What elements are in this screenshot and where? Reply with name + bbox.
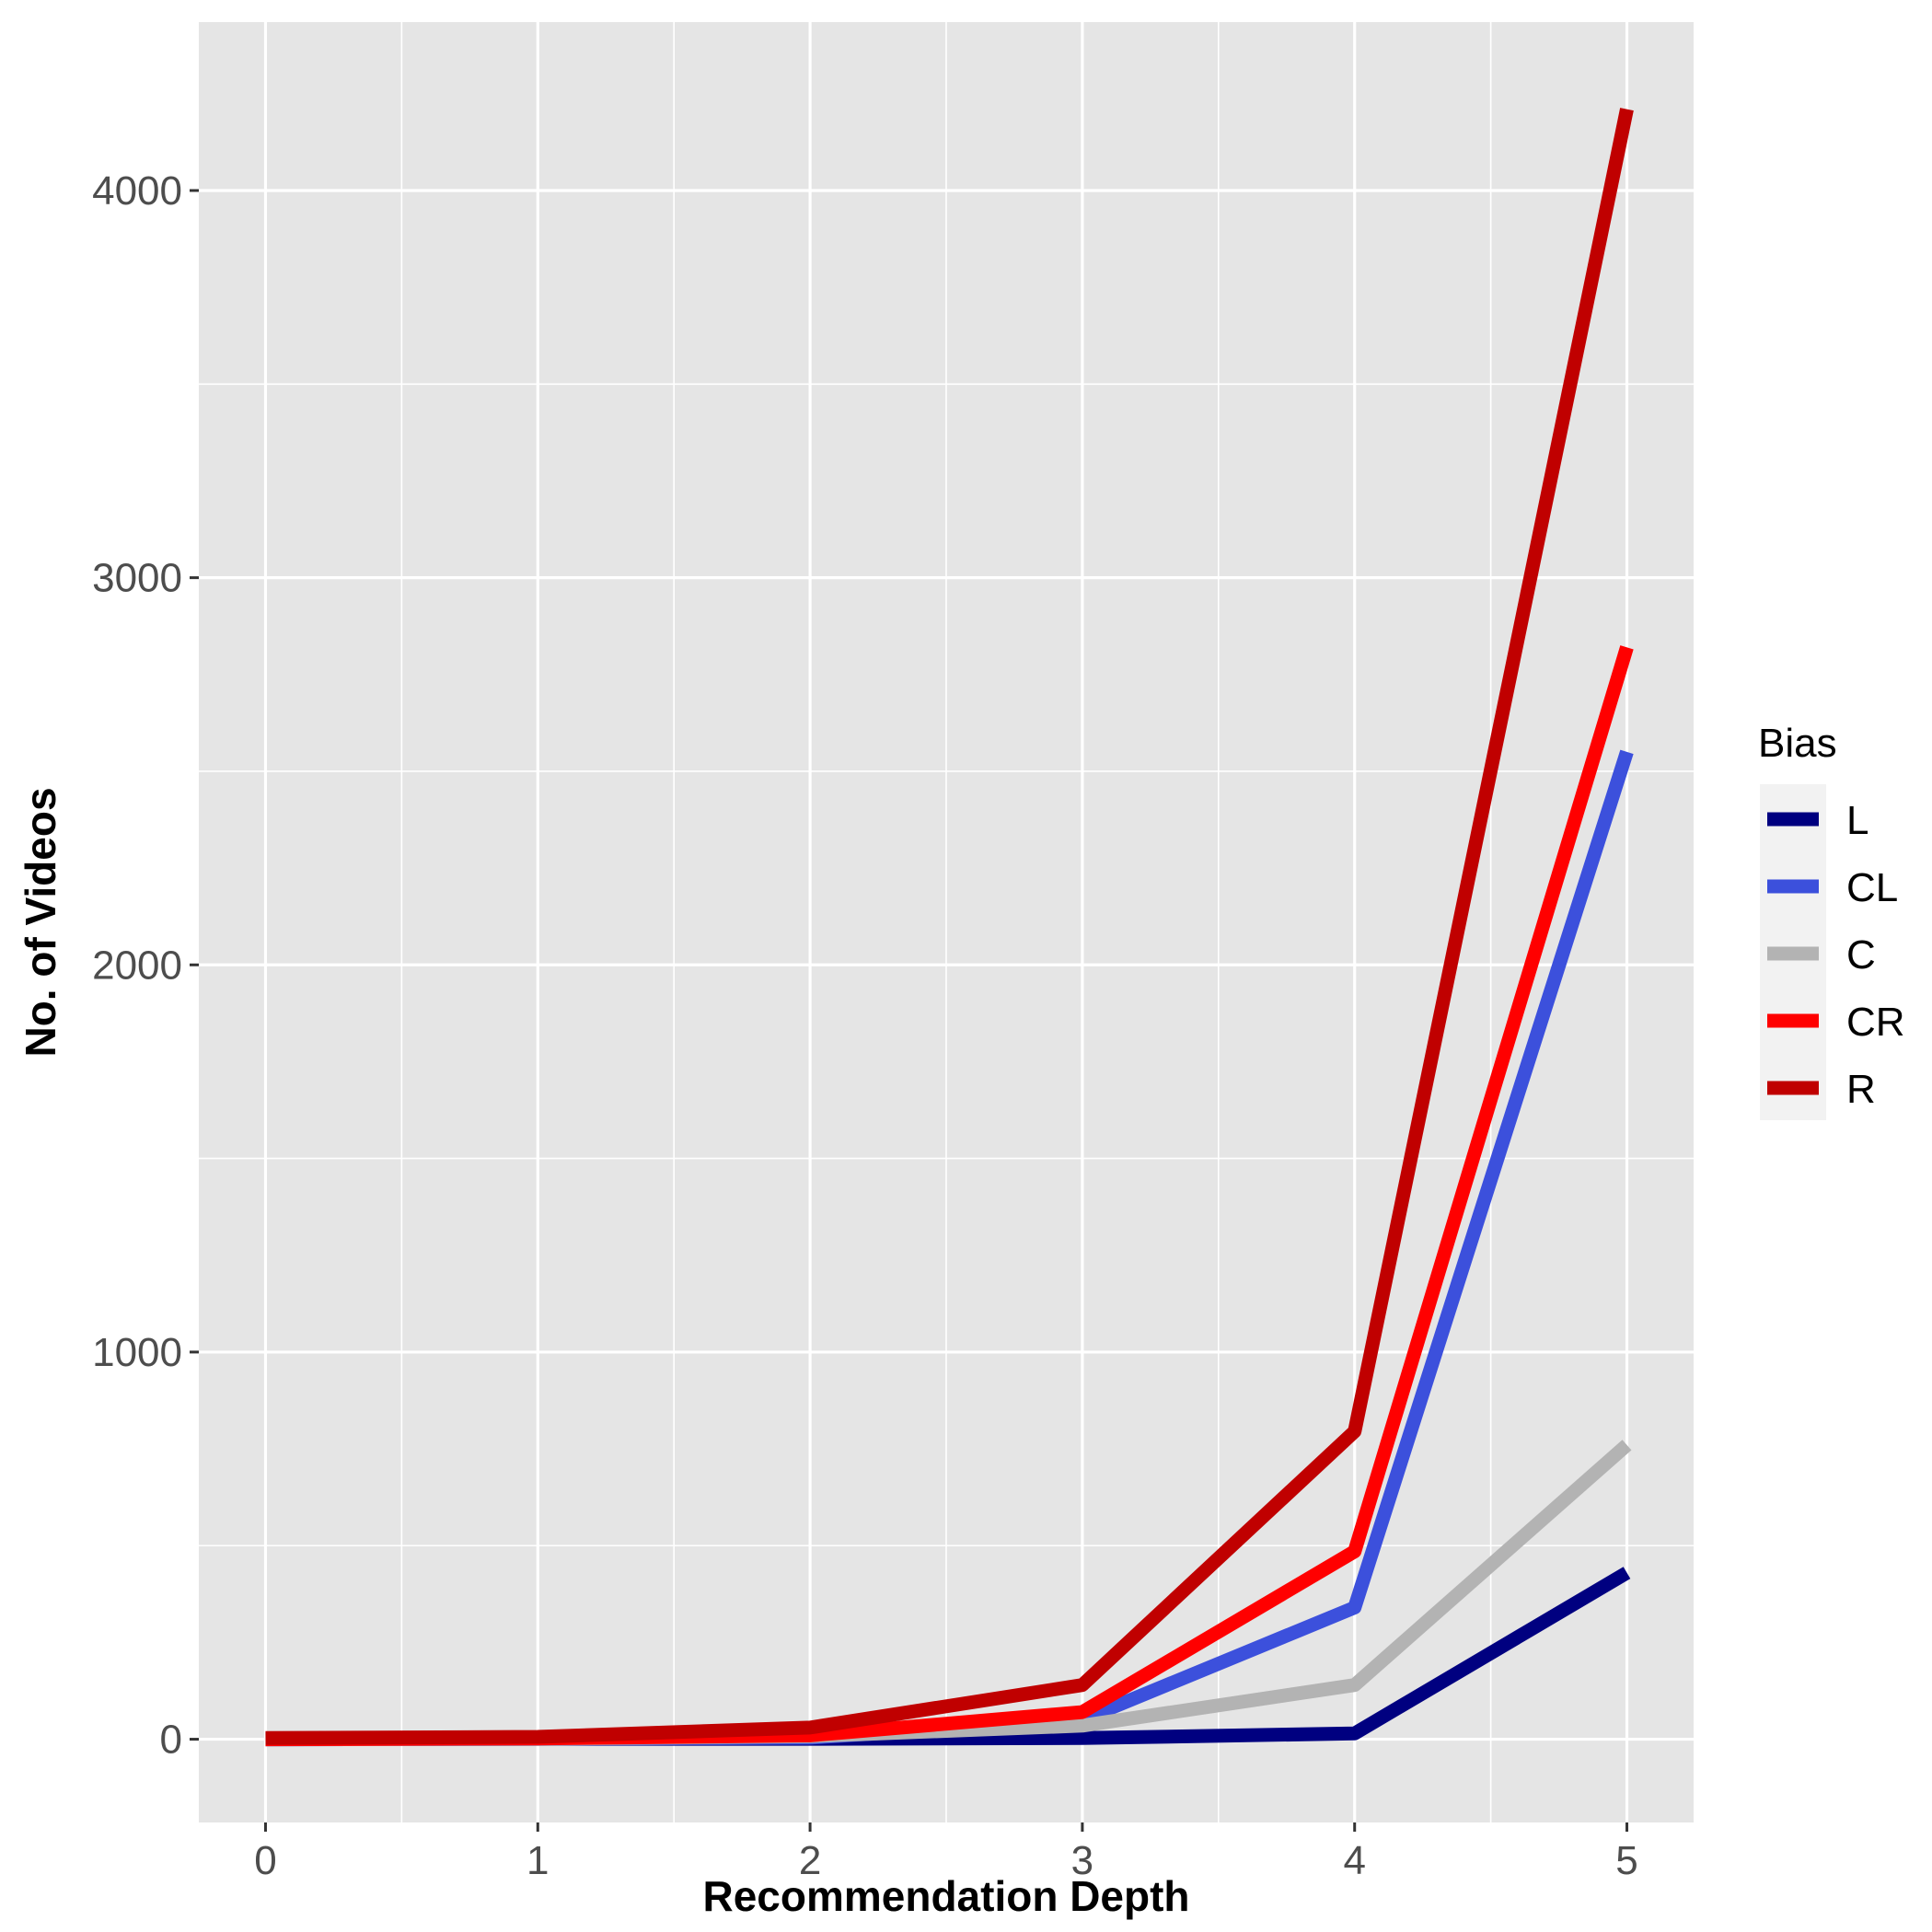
y-axis: 0 1000 2000 3000 4000 — [92, 168, 199, 1763]
x-tick-label: 5 — [1615, 1838, 1637, 1883]
y-tick-label: 1000 — [92, 1330, 182, 1375]
legend-label-r: R — [1846, 1067, 1876, 1112]
y-axis-title: No. of Videos — [17, 787, 64, 1057]
x-tick-label: 2 — [799, 1838, 821, 1883]
y-tick-label: 3000 — [92, 556, 182, 601]
series-lines — [265, 108, 1634, 1747]
x-tick-label: 1 — [526, 1838, 549, 1883]
x-axis-title: Recommendation Depth — [702, 1872, 1189, 1920]
x-tick-label: 3 — [1071, 1838, 1093, 1883]
legend-label-l: L — [1846, 798, 1868, 843]
legend: Bias L CL C CR R — [1758, 721, 1905, 1120]
y-tick-label: 0 — [160, 1718, 182, 1763]
legend-title: Bias — [1758, 721, 1837, 766]
minor-gridlines — [199, 22, 1694, 1822]
y-tick-label: 2000 — [92, 943, 182, 988]
x-tick-label: 0 — [254, 1838, 276, 1883]
legend-label-cl: CL — [1846, 865, 1898, 910]
series-line-r — [265, 108, 1634, 1745]
x-tick-label: 4 — [1343, 1838, 1365, 1883]
y-tick-label: 4000 — [92, 168, 182, 214]
legend-label-cr: CR — [1846, 1000, 1905, 1045]
legend-items: L CL C CR R — [1767, 798, 1905, 1112]
legend-label-c: C — [1846, 932, 1876, 978]
x-axis: 0 1 2 3 4 5 — [254, 1822, 1638, 1883]
